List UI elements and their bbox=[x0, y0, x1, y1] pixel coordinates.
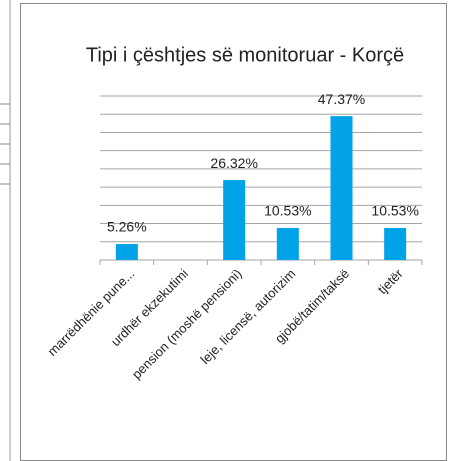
bar bbox=[330, 116, 353, 260]
bar bbox=[223, 180, 246, 260]
bar bbox=[115, 244, 138, 260]
value-label: 47.37% bbox=[318, 91, 365, 107]
chart-title: Tipi i çështjes së monitoruar - Korçë bbox=[86, 44, 404, 66]
value-label: 26.32% bbox=[210, 155, 257, 171]
value-label: 5.26% bbox=[107, 219, 147, 235]
bar bbox=[276, 228, 299, 260]
bar bbox=[384, 228, 407, 260]
value-label: 10.53% bbox=[264, 203, 311, 219]
value-label: 10.53% bbox=[371, 203, 418, 219]
